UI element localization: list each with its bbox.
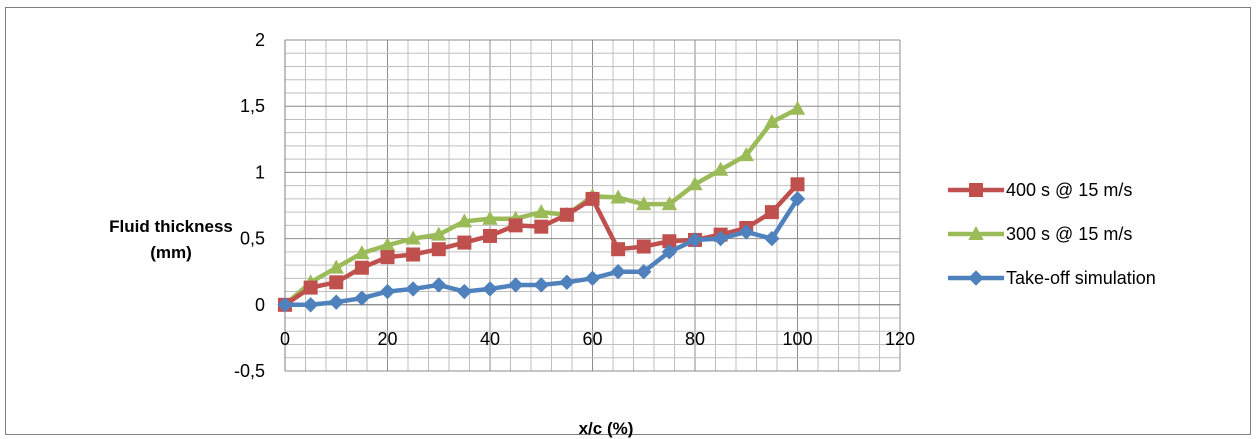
data-point — [712, 230, 729, 247]
data-point — [738, 224, 754, 240]
data-point — [559, 207, 574, 222]
data-point — [789, 191, 806, 207]
data-point — [329, 275, 344, 290]
legend-key-triangle — [948, 225, 1004, 240]
x-axis-label: x/c (%) — [578, 419, 634, 438]
data-point — [507, 277, 524, 293]
data-point — [661, 244, 678, 260]
legend-item: Take-off simulation — [946, 256, 1246, 300]
y-axis-title: Fluid thickness (mm) — [106, 214, 236, 266]
data-point — [431, 277, 447, 293]
y-tick-label: 0,5 — [240, 229, 265, 249]
data-point — [661, 196, 678, 211]
x-tick-label: 0 — [280, 329, 290, 349]
data-point — [354, 290, 370, 306]
legend-item: 400 s @ 15 m/s — [946, 168, 1246, 212]
legend-label: Take-off simulation — [1006, 267, 1156, 288]
data-point — [456, 283, 473, 300]
data-point — [431, 242, 446, 257]
legend-label: 400 s @ 15 m/s — [1006, 179, 1133, 200]
grid — [284, 39, 901, 372]
legend-marker — [968, 270, 984, 286]
data-point — [379, 237, 396, 252]
data-point — [533, 204, 549, 219]
legend-label: 300 s @ 15 m/s — [1006, 223, 1133, 244]
series-diamond — [277, 191, 806, 313]
data-point — [508, 218, 523, 233]
y-tick-label: -0,5 — [234, 361, 265, 381]
y-tick-label: 1,5 — [240, 96, 265, 116]
data-point — [611, 242, 626, 257]
chart-area: -0,5 0 0,5 1 1,5 2 0 20 40 60 80 100 120 Fluid thick… — [5, 7, 1251, 438]
data-point — [405, 230, 421, 245]
legend-key-diamond — [948, 270, 1004, 286]
data-point — [712, 161, 729, 176]
data-point — [610, 264, 626, 280]
data-point — [328, 259, 344, 274]
data-point — [533, 277, 549, 293]
data-point — [636, 239, 651, 254]
data-point — [303, 280, 318, 295]
data-point — [379, 283, 396, 300]
data-point — [380, 250, 395, 265]
data-point — [687, 232, 703, 248]
data-point — [764, 230, 780, 247]
data-point — [636, 196, 652, 211]
legend: 400 s @ 15 m/s 300 s @ 15 m/s Take-off s… — [946, 168, 1246, 300]
data-point — [764, 205, 779, 220]
data-point — [764, 114, 780, 129]
data-point — [354, 245, 370, 260]
data-point — [662, 234, 677, 249]
data-point — [687, 176, 703, 191]
legend-marker — [969, 183, 983, 197]
x-tick-label: 100 — [782, 329, 812, 349]
data-point — [482, 281, 498, 297]
x-tick-label: 20 — [377, 329, 397, 349]
legend-marker — [968, 225, 984, 240]
data-point — [482, 210, 498, 225]
data-point — [585, 191, 600, 206]
x-tick-label: 40 — [480, 329, 500, 349]
data-point — [559, 274, 575, 290]
data-point — [534, 219, 549, 234]
x-tick-label: 60 — [582, 329, 602, 349]
x-tick-label: 80 — [685, 329, 705, 349]
data-point — [406, 247, 421, 262]
data-point — [636, 264, 652, 280]
data-point — [354, 260, 369, 275]
legend-key-square — [948, 183, 1004, 197]
y-tick-label: 0 — [255, 295, 265, 315]
legend-item: 300 s @ 15 m/s — [946, 212, 1246, 256]
data-point — [790, 177, 805, 192]
data-point — [277, 297, 293, 313]
x-tick-label: 120 — [885, 329, 915, 349]
data-point — [457, 235, 472, 250]
series-square — [278, 177, 805, 312]
data-point — [328, 294, 344, 310]
data-point — [456, 213, 473, 228]
data-point — [738, 147, 754, 162]
data-point — [431, 226, 447, 241]
data-point — [405, 281, 421, 297]
data-point — [483, 228, 497, 243]
data-point — [610, 189, 626, 204]
y-tick-label: 1 — [255, 162, 265, 182]
y-tick-label: 2 — [255, 30, 265, 50]
data-point — [302, 297, 319, 313]
data-point — [789, 100, 806, 115]
data-point — [584, 270, 601, 287]
plot-canvas: -0,500,511,520 20 40 60 80 100 120 — [234, 30, 915, 381]
y-axis-label: Fluid thickness (mm) — [109, 217, 233, 262]
